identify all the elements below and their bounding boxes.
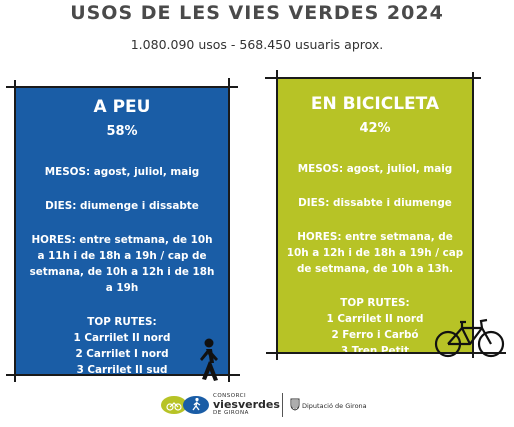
card-mesos: MESOS: agost, juliol, maig: [44, 166, 200, 178]
route-item: 2 Ferro i Carbó: [331, 329, 419, 341]
card-dies: DIES: dissabte i diumenge: [298, 197, 452, 209]
walking-person-icon: [200, 338, 218, 381]
card-hores: HORES: entre setmana, de 10h a 11h i de …: [29, 234, 215, 294]
consorci-top: CONSORCI: [213, 393, 247, 399]
diputacio-label: Diputació de Girona: [302, 402, 367, 410]
consorci-bottom: DE GIRONA: [213, 410, 249, 416]
vies-verdes-logo-icon: [161, 396, 209, 414]
frame-line: [14, 80, 16, 382]
route-item: 1 Carrilet II nord: [73, 332, 171, 344]
route-item: 3 Carrilet II sud: [76, 364, 168, 376]
consorci-logo-text: CONSORCI viesverdes DE GIRONA: [213, 393, 280, 416]
card-heading: A PEU: [93, 97, 151, 117]
frame-line: [265, 77, 481, 79]
consorci-name: viesverdes: [213, 398, 280, 411]
card-top-label: TOP RUTES:: [340, 297, 410, 309]
frame-line: [266, 352, 506, 354]
card-top-label: TOP RUTES:: [87, 316, 157, 328]
frame-line: [228, 78, 230, 382]
diputacio-shield-icon: [290, 398, 300, 411]
card-percent: 58%: [106, 124, 138, 139]
frame-line: [6, 374, 240, 376]
card-heading: EN BICICLETA: [310, 94, 440, 114]
route-item: 1 Carrilet II nord: [326, 313, 424, 325]
card-en-bicicleta: EN BICICLETA 42% MESOS: agost, juliol, m…: [277, 78, 473, 357]
page-subtitle: 1.080.090 usos - 568.450 usuaris aprox.: [130, 37, 384, 52]
frame-line: [6, 86, 238, 88]
route-item: 3 Tren Petit: [340, 345, 410, 357]
page-title: USOS DE LES VIES VERDES 2024: [70, 2, 444, 24]
card-mesos: MESOS: agost, juliol, maig: [297, 163, 453, 175]
route-item: 2 Carrilet I nord: [75, 348, 169, 360]
frame-line: [472, 72, 474, 358]
frame-line: [276, 70, 278, 360]
footer-divider: [282, 393, 283, 417]
card-a-peu: A PEU 58% MESOS: agost, juliol, maig DIE…: [15, 87, 229, 376]
bicycle-icon: [434, 318, 505, 358]
card-dies: DIES: diumenge i dissabte: [45, 200, 199, 212]
card-hores: HORES: entre setmana, de 10h a 12h i de …: [286, 231, 464, 275]
card-percent: 42%: [359, 121, 391, 136]
